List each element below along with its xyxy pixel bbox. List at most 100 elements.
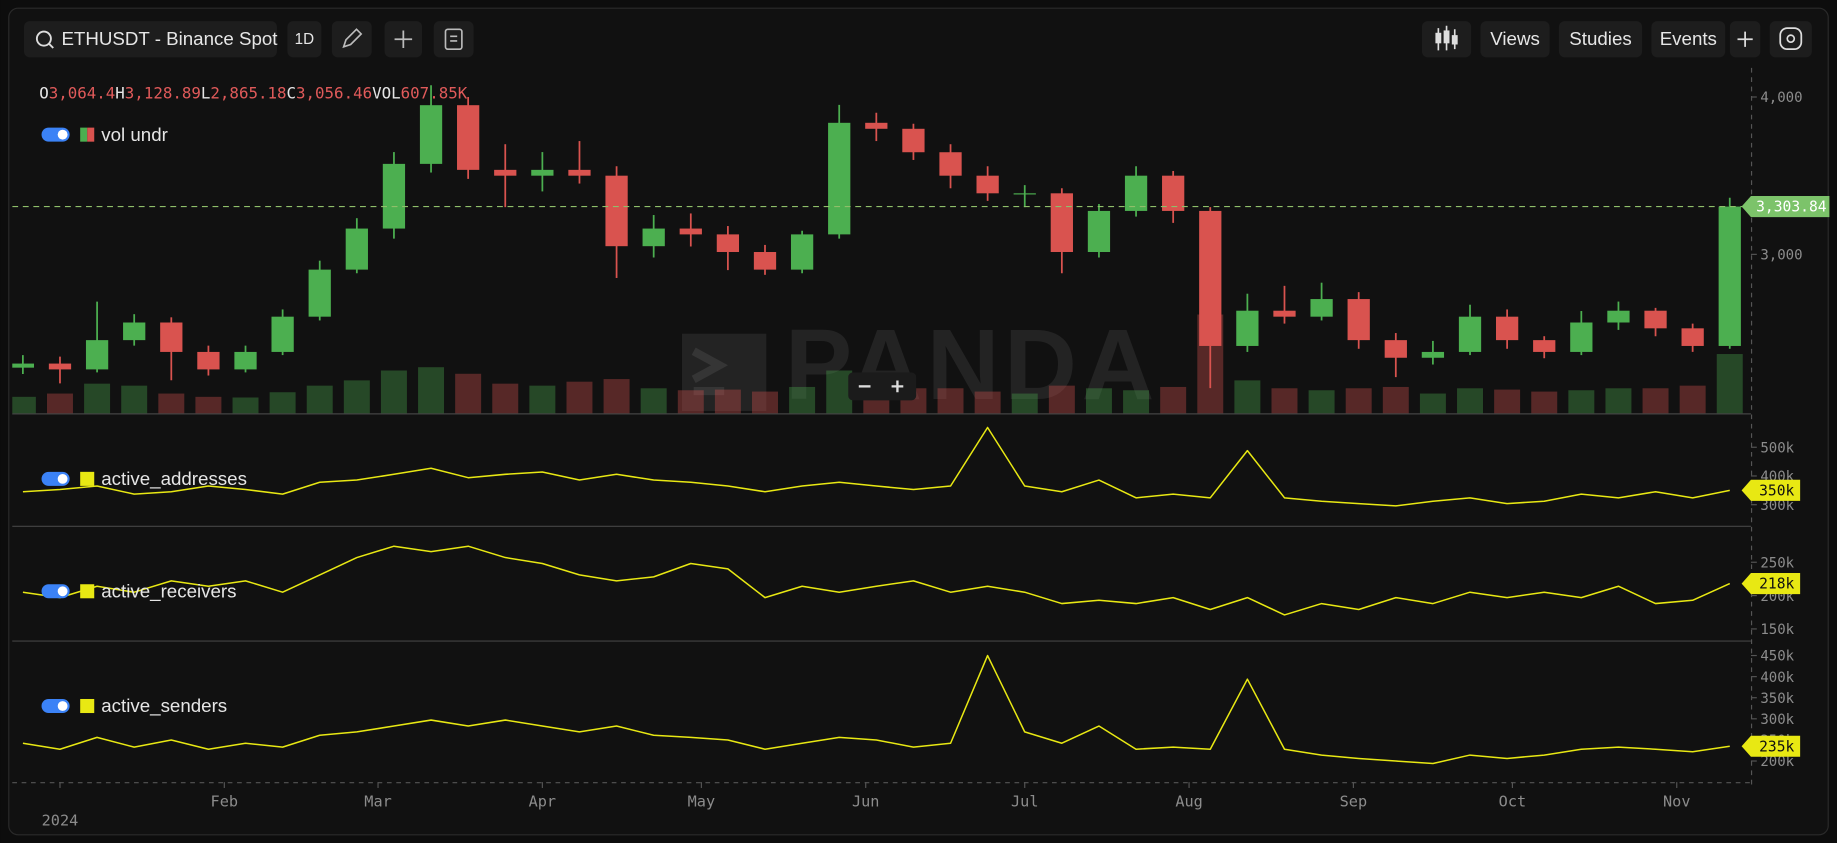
volume-bar <box>492 383 519 414</box>
plus-button[interactable] <box>1729 21 1761 58</box>
chart-type-button[interactable] <box>1421 21 1472 58</box>
toggle-knob[interactable] <box>57 586 68 597</box>
events-button[interactable]: Events <box>1651 21 1726 58</box>
candle-body <box>976 175 999 194</box>
readout-key: VOL <box>372 83 401 102</box>
volume-bar <box>195 396 222 414</box>
candle-body <box>345 228 368 270</box>
candle-body <box>1533 340 1556 352</box>
button-label[interactable]: Studies <box>1569 28 1631 49</box>
value-tag <box>1741 479 1801 501</box>
volume-bar <box>269 392 296 414</box>
toggle-knob[interactable] <box>57 129 68 140</box>
series-line <box>22 545 1731 616</box>
candle-body <box>1681 328 1704 346</box>
volume-bar <box>937 388 964 414</box>
value-tag-label: 3,303.84 <box>1756 199 1827 216</box>
x-tick-label: 2024 <box>42 811 79 829</box>
toggle-knob[interactable] <box>57 701 68 711</box>
studies-button[interactable]: Studies <box>1558 21 1643 58</box>
candle-body <box>494 169 517 176</box>
candle-body <box>902 128 925 153</box>
candle-body <box>419 105 443 164</box>
volume-bar <box>306 385 333 414</box>
candle-body <box>939 152 962 176</box>
volume-bar <box>158 393 185 414</box>
candle-body <box>1199 210 1222 346</box>
value-tag-label: 218k <box>1759 576 1794 593</box>
candle-body <box>1607 310 1630 323</box>
readout-value: 3,128.89 <box>125 83 201 102</box>
candle-body <box>1050 193 1073 253</box>
series-line <box>22 426 1730 507</box>
settings-button[interactable] <box>1769 21 1812 58</box>
candle-body <box>48 363 72 370</box>
value-tag <box>1741 735 1801 757</box>
y-tick-label: 350k <box>1760 691 1794 707</box>
button-label[interactable]: Events <box>1660 28 1717 49</box>
legend-swatch <box>80 471 95 486</box>
x-tick-label: Sep <box>1340 793 1368 811</box>
symbol[interactable]: ETHUSDT - Binance Spot <box>61 28 278 49</box>
x-tick-label: Jun <box>852 793 880 811</box>
candle-body <box>271 316 294 352</box>
symbol-search[interactable]: ETHUSDT - Binance Spot <box>23 21 278 58</box>
readout-value: 607.85K <box>401 83 468 102</box>
volume-bar <box>1531 391 1558 414</box>
candle-body <box>1458 316 1482 352</box>
clipboard-button[interactable] <box>433 21 474 58</box>
legend-label: active_addresses <box>101 468 247 490</box>
y-tick-label: 300k <box>1760 712 1794 728</box>
volume-bar <box>677 390 704 414</box>
button-label[interactable]: Views <box>1490 28 1540 49</box>
y-tick-label: 150k <box>1760 622 1794 638</box>
volume-bar <box>1419 393 1446 414</box>
candle-body <box>1718 206 1741 346</box>
legend-label: active_senders <box>101 695 227 717</box>
readout-value: 2,865.18 <box>210 83 286 102</box>
y-tick-label: 450k <box>1760 649 1794 665</box>
volume-bar <box>789 386 816 414</box>
interval[interactable]: 1D <box>295 31 314 48</box>
candle-body <box>1013 193 1036 195</box>
volume-bar <box>1679 385 1706 414</box>
x-tick-label: May <box>688 793 716 811</box>
volume-bar <box>1160 386 1187 414</box>
volume-bar <box>1011 393 1038 414</box>
add-button[interactable] <box>384 21 423 58</box>
volume-bar <box>418 367 445 414</box>
draw-button[interactable] <box>331 21 372 58</box>
candle-body <box>828 122 851 235</box>
readout-key: O <box>39 83 49 102</box>
toggle-knob[interactable] <box>57 473 68 484</box>
candle-body <box>1162 175 1185 211</box>
volume-bar <box>1716 354 1743 414</box>
x-tick-label: Aug <box>1175 793 1203 811</box>
x-tick-label: Jul <box>1011 793 1038 811</box>
volume-bar <box>380 370 407 414</box>
y-tick-label: 4,000 <box>1760 90 1802 106</box>
candle-body <box>1347 299 1370 341</box>
x-tick-label: Apr <box>529 793 557 811</box>
interval-button[interactable]: 1D <box>287 21 322 58</box>
candle-body <box>1495 316 1519 341</box>
value-tag-label: 350k <box>1759 483 1794 500</box>
readout-key: L <box>201 83 211 102</box>
candle-body <box>85 340 109 370</box>
ohlc-readout: O3,064.4H3,128.89L2,865.18C3,056.46VOL60… <box>39 83 468 102</box>
candle-body <box>679 228 702 235</box>
volume-bar <box>1345 388 1372 414</box>
volume-bar <box>974 391 1001 414</box>
candle-body <box>457 105 480 170</box>
volume-bar <box>826 370 853 414</box>
zoom-controls[interactable] <box>848 372 917 401</box>
views-button[interactable]: Views <box>1480 21 1550 58</box>
candle-body <box>605 175 628 247</box>
candle-body <box>1124 175 1148 211</box>
value-tag <box>1741 196 1830 218</box>
chart-frame <box>8 7 1829 836</box>
value-tag-label: 235k <box>1759 738 1794 755</box>
series-line <box>22 654 1730 765</box>
volume-bar <box>566 381 593 414</box>
